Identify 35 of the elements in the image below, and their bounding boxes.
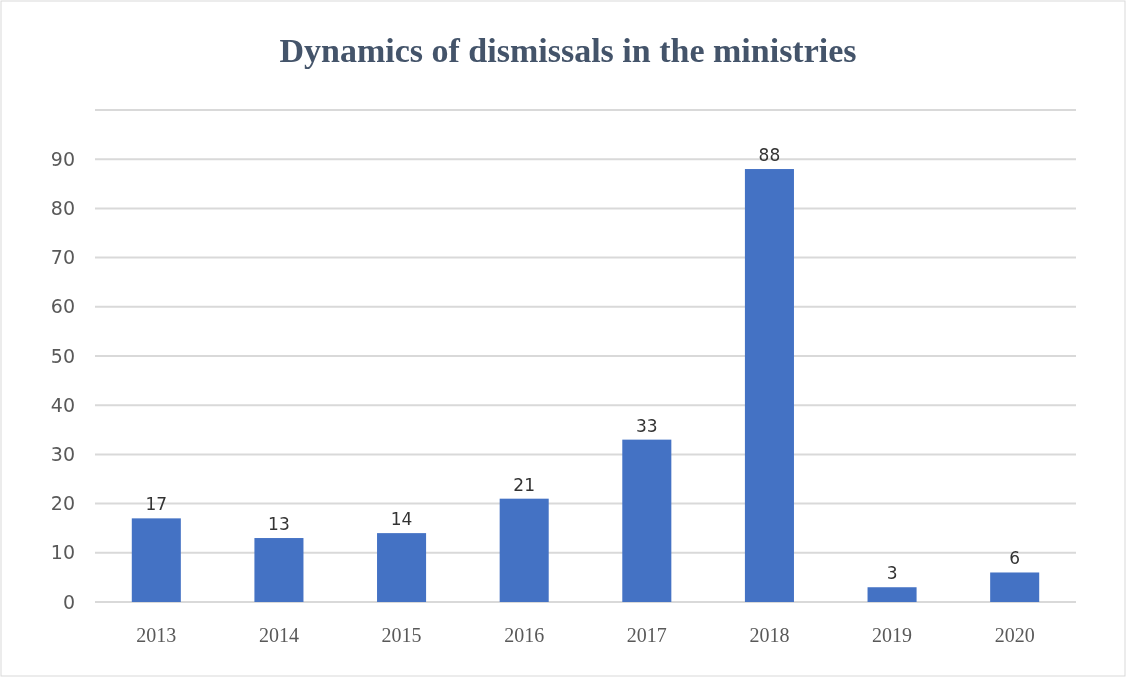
bar <box>622 439 672 602</box>
data-label: 3 <box>886 563 898 584</box>
x-tick-label: 2014 <box>258 624 299 646</box>
y-tick-label: 30 <box>50 443 75 466</box>
y-tick-label: 40 <box>50 393 75 416</box>
bar <box>744 169 794 602</box>
x-tick-label: 2015 <box>381 624 422 646</box>
x-tick-label: 2019 <box>872 624 913 646</box>
y-tick-label: 60 <box>50 295 75 318</box>
chart-title: Dynamics of dismissals in the ministries <box>279 32 857 69</box>
data-label: 17 <box>145 494 168 515</box>
y-tick-label: 80 <box>50 197 75 220</box>
x-tick-label: 2016 <box>504 624 545 646</box>
data-label: 88 <box>758 145 781 166</box>
bar <box>867 587 917 602</box>
y-tick-label: 90 <box>50 147 75 170</box>
x-tick-label: 2013 <box>136 624 177 646</box>
bar <box>131 518 181 602</box>
bar <box>254 538 304 602</box>
x-tick-label: 2020 <box>994 624 1035 646</box>
data-label: 33 <box>635 415 658 436</box>
y-tick-label: 10 <box>50 541 75 564</box>
y-tick-label: 0 <box>62 590 75 613</box>
x-tick-label: 2017 <box>626 624 667 646</box>
data-label: 14 <box>390 509 413 530</box>
y-tick-label: 70 <box>50 246 75 269</box>
data-label: 6 <box>1009 548 1021 569</box>
data-label: 13 <box>268 514 290 535</box>
bar <box>499 498 549 602</box>
y-tick-label: 50 <box>50 344 75 367</box>
x-tick-label: 2018 <box>749 624 790 646</box>
data-label: 21 <box>513 474 536 495</box>
y-tick-label: 20 <box>50 492 75 515</box>
bar <box>377 533 427 602</box>
bar <box>990 572 1040 602</box>
